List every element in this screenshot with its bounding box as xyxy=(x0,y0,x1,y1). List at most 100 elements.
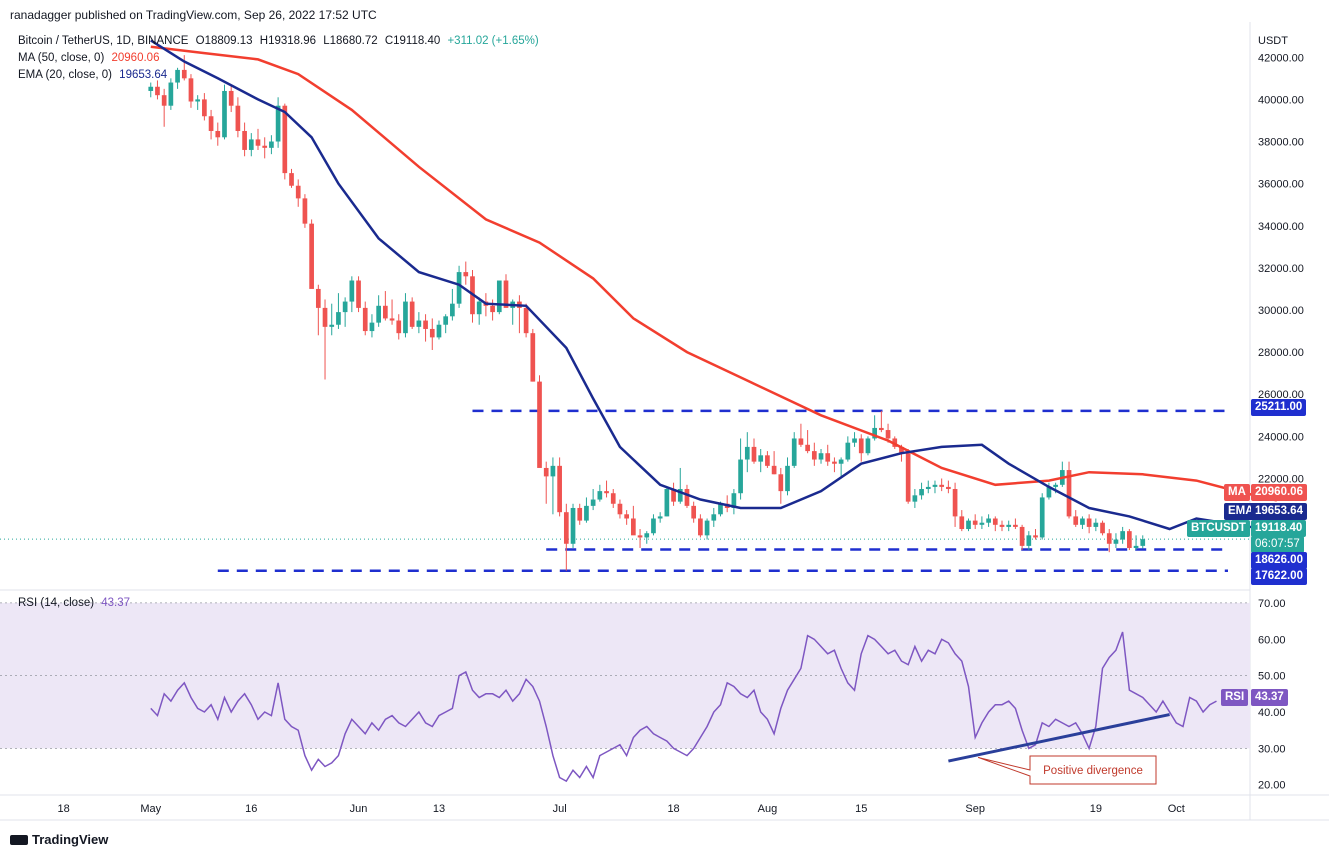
annotation-text: Positive divergence xyxy=(1043,765,1143,777)
legend-ema-label: EMA (20, close, 0) xyxy=(18,69,112,81)
time-tick-6: 18 xyxy=(667,803,679,815)
tradingview-logo-icon xyxy=(10,835,28,845)
legend-rsi-row[interactable]: RSI (14, close) 43.37 xyxy=(18,597,134,609)
candle-body xyxy=(1013,524,1018,527)
candle-body xyxy=(396,320,402,334)
candle-body xyxy=(986,518,991,523)
candle-body xyxy=(188,78,194,102)
price-tick-10: 22000.00 xyxy=(1258,473,1304,485)
candle-body xyxy=(1133,545,1139,548)
candle-body xyxy=(791,438,797,466)
candle-body xyxy=(1033,535,1038,538)
candle-body xyxy=(631,518,636,536)
time-tick-10: 19 xyxy=(1090,803,1102,815)
candle-body xyxy=(805,444,810,452)
time-tick-3: Jun xyxy=(350,803,368,815)
publisher-line: ranadagger published on TradingView.com,… xyxy=(10,8,377,22)
last-price-tag: 19118.40 xyxy=(1251,520,1307,537)
rsi-trendline xyxy=(948,713,1170,763)
candle-body xyxy=(181,69,187,79)
candle-body xyxy=(1006,524,1012,527)
candle-body xyxy=(222,90,227,138)
candle-body xyxy=(1080,518,1085,525)
candle-body xyxy=(637,535,643,538)
candle-body xyxy=(235,105,241,131)
candle-body xyxy=(262,145,268,148)
candle-body xyxy=(832,461,837,464)
candle-body xyxy=(336,312,341,325)
candle-body xyxy=(711,514,717,521)
candle-body xyxy=(664,489,670,517)
candle-body xyxy=(202,99,207,117)
candle-body xyxy=(443,316,449,325)
candle-body xyxy=(912,495,918,502)
rsi-tick-4: 30.00 xyxy=(1258,743,1286,755)
candle-body xyxy=(778,474,784,492)
candle-body xyxy=(275,105,281,142)
rsi-tick-2: 50.00 xyxy=(1258,671,1286,683)
candle-body xyxy=(952,489,958,517)
candle-body xyxy=(838,459,844,464)
candle-body xyxy=(289,173,294,186)
ema-tag-label: EMA xyxy=(1224,503,1258,520)
rsi-band xyxy=(0,602,1250,749)
candle-body xyxy=(590,499,596,506)
candle-body xyxy=(168,82,174,106)
candle-body xyxy=(932,484,938,487)
price-tick-7: 28000.00 xyxy=(1258,347,1304,359)
candle-body xyxy=(1026,535,1032,546)
candle-body xyxy=(255,139,261,146)
legend-ema-row[interactable]: EMA (20, close, 0) 19653.64 xyxy=(18,69,171,81)
time-tick-8: 15 xyxy=(855,803,867,815)
time-tick-7: Aug xyxy=(758,803,778,815)
candle-body xyxy=(738,459,743,494)
candle-body xyxy=(175,69,180,83)
candle-body xyxy=(852,438,857,443)
candle-body xyxy=(242,130,247,150)
candle-body xyxy=(1086,518,1092,527)
legend-ma-value: 20960.06 xyxy=(111,52,160,64)
candle-body xyxy=(1140,539,1146,546)
candle-body xyxy=(885,430,891,439)
support-price-tag-2: 17622.00 xyxy=(1251,568,1307,585)
price-tick-4: 34000.00 xyxy=(1258,221,1304,233)
candle-body xyxy=(215,130,221,138)
candle-body xyxy=(282,105,288,174)
rsi-tag-label: RSI xyxy=(1221,689,1249,706)
price-tick-5: 32000.00 xyxy=(1258,263,1304,275)
candle-body xyxy=(584,505,589,521)
candle-body xyxy=(644,533,650,538)
indicator-lines xyxy=(150,39,1278,531)
candle-body xyxy=(309,223,314,289)
candle-body xyxy=(302,198,308,224)
candle-body xyxy=(811,451,817,460)
candle-body xyxy=(376,305,381,323)
legend-open: O18809.13 xyxy=(195,35,253,47)
candle-body xyxy=(597,491,603,500)
time-tick-1: May xyxy=(140,803,161,815)
candle-body xyxy=(543,467,549,477)
candle-body xyxy=(751,446,757,462)
candle-body xyxy=(1093,522,1099,527)
ema20-line xyxy=(150,39,1277,531)
candle-body xyxy=(1046,486,1052,498)
time-tick-2: 16 xyxy=(245,803,257,815)
legend-ma-row[interactable]: MA (50, close, 0) 20960.06 xyxy=(18,52,163,64)
candle-body xyxy=(992,518,998,525)
legend-rsi-label: RSI (14, close) xyxy=(18,597,95,609)
support-price-tag-1: 18626.00 xyxy=(1251,552,1307,569)
rsi-tick-5: 20.00 xyxy=(1258,780,1286,792)
rsi-line: Positive divergence xyxy=(150,631,1217,785)
horizontal-levels xyxy=(0,409,1250,572)
legend-close: C19118.40 xyxy=(384,35,441,47)
tradingview-logo[interactable]: TradingView xyxy=(10,832,108,847)
candle-body xyxy=(530,333,536,382)
candle-body xyxy=(356,280,361,308)
candle-body xyxy=(155,86,160,96)
legend-rsi-value: 43.37 xyxy=(101,597,131,609)
candle-body xyxy=(1053,484,1058,487)
candle-body xyxy=(1066,470,1072,517)
candle-body xyxy=(845,442,851,460)
candle-body xyxy=(537,381,542,468)
